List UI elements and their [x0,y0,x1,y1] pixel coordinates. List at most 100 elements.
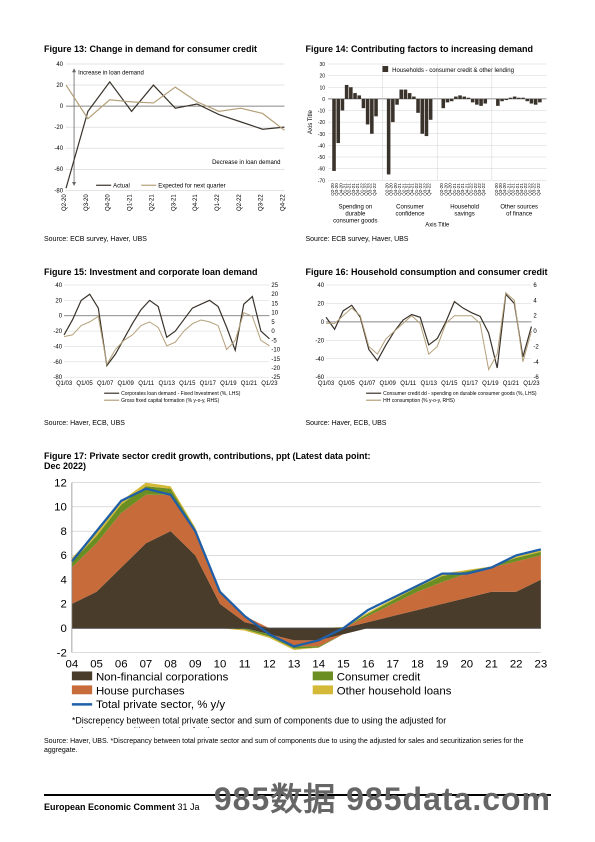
svg-text:6: 6 [533,283,537,289]
svg-text:20: 20 [319,74,325,80]
svg-text:confidence: confidence [395,211,425,217]
figure-17-source: Source: Haver, UBS. *Discrepancy between… [44,737,551,755]
svg-text:Q1/23: Q1/23 [523,382,540,388]
figure-14-source: Source: ECB survey, Haver, UBS [306,236,552,243]
svg-text:15: 15 [271,302,278,308]
watermark: 985数据 985data.com [214,774,551,820]
svg-text:04: 04 [66,658,79,670]
svg-text:Q1/21: Q1/21 [502,382,519,388]
svg-text:Q2-22: Q2-22 [237,194,243,211]
svg-text:of finance: of finance [506,211,533,217]
svg-text:11: 11 [239,658,251,670]
svg-text:Q1/07: Q1/07 [97,382,114,388]
svg-text:-5: -5 [271,339,277,345]
svg-text:Axis Title: Axis Title [425,222,450,228]
svg-text:Q4-22: Q4-22 [426,183,431,196]
svg-text:-70: -70 [317,178,324,184]
svg-text:Q3-20: Q3-20 [84,194,90,211]
svg-text:-2: -2 [57,647,67,659]
svg-text:Households - consumer credit &: Households - consumer credit & other len… [392,68,514,74]
figure-16-chart: -60-40-2002040-6-4-20246Q1/03Q1/05Q1/07Q… [306,281,552,411]
figure-13-title: Figure 13: Change in demand for consumer… [44,44,290,54]
svg-text:sales and securitization serie: sales and securitization series for the … [72,725,263,728]
svg-text:12: 12 [54,477,67,489]
figure-13-source: Source: ECB survey, Haver, UBS [44,236,290,243]
figure-13-chart: -80-60-40-2002040Increase in loan demand… [44,58,290,228]
figure-14-title: Figure 14: Contributing factors to incre… [306,44,552,54]
svg-text:Q1/17: Q1/17 [200,382,217,388]
figure-15: Figure 15: Investment and corporate loan… [44,267,290,426]
svg-text:10: 10 [319,85,325,91]
svg-text:0: 0 [271,329,275,335]
svg-text:0: 0 [533,329,537,335]
svg-text:22: 22 [510,658,523,670]
svg-text:Q1/13: Q1/13 [420,382,437,388]
svg-text:6: 6 [60,550,66,562]
svg-text:Total private sector, % y/y: Total private sector, % y/y [96,699,225,711]
figure-13: Figure 13: Change in demand for consumer… [44,44,290,243]
svg-text:savings: savings [454,211,474,217]
svg-text:Q1/19: Q1/19 [482,382,499,388]
figure-17-chart: -202468101204050607080910111213141516171… [44,475,551,729]
svg-text:Expected for next quarter: Expected for next quarter [158,183,225,189]
svg-text:Corporates loan demand - Fixed: Corporates loan demand - Fixed Investmen… [121,392,241,398]
svg-text:Other household loans: Other household loans [337,685,452,697]
svg-text:-60: -60 [54,167,63,173]
svg-text:-4: -4 [533,360,539,366]
svg-text:Q1/09: Q1/09 [379,382,396,388]
svg-text:Q1/19: Q1/19 [220,382,237,388]
svg-text:Q1/03: Q1/03 [56,382,73,388]
figure-16-title: Figure 16: Household consumption and con… [306,267,552,277]
svg-text:07: 07 [140,658,153,670]
svg-text:Q1/05: Q1/05 [338,382,355,388]
svg-text:25: 25 [271,283,278,289]
svg-text:-60: -60 [317,167,324,173]
svg-text:Non-financial corporations: Non-financial corporations [96,671,229,683]
svg-text:18: 18 [411,658,424,670]
svg-text:2: 2 [60,598,66,610]
svg-text:Q1/15: Q1/15 [441,382,458,388]
svg-text:Q4-22: Q4-22 [481,183,486,196]
svg-text:Q3-21: Q3-21 [171,194,177,211]
svg-text:Consumer credit dd - spending: Consumer credit dd - spending on durable… [383,392,537,398]
svg-text:-10: -10 [317,109,324,115]
svg-text:20: 20 [56,83,63,89]
svg-text:Q1/21: Q1/21 [241,382,258,388]
svg-text:06: 06 [115,658,128,670]
svg-text:19: 19 [436,658,449,670]
figure-16: Figure 16: Household consumption and con… [306,267,552,426]
svg-text:-20: -20 [54,125,63,131]
figure-17-title: Figure 17: Private sector credit growth,… [44,451,384,471]
svg-text:4: 4 [60,574,66,586]
svg-text:Consumer: Consumer [396,204,424,210]
svg-text:Q1/09: Q1/09 [117,382,134,388]
svg-text:30: 30 [319,62,325,68]
svg-text:21: 21 [485,658,498,670]
svg-text:Q4-22: Q4-22 [371,183,376,196]
svg-text:-50: -50 [317,155,324,161]
figure-17: Figure 17: Private sector credit growth,… [44,451,551,756]
svg-text:Q4-20: Q4-20 [106,194,112,211]
svg-text:13: 13 [288,658,301,670]
svg-text:10: 10 [214,658,227,670]
svg-text:Q2-20: Q2-20 [62,194,68,211]
svg-text:-40: -40 [315,357,324,363]
svg-text:*Discrepency between total pri: *Discrepency between total private secto… [72,715,446,725]
svg-text:-20: -20 [271,366,280,372]
svg-text:5: 5 [271,320,275,326]
svg-text:Q1/13: Q1/13 [159,382,176,388]
svg-text:Spending on: Spending on [338,204,372,210]
svg-text:Q1/11: Q1/11 [400,382,417,388]
svg-text:0: 0 [60,623,66,635]
svg-text:Q1/05: Q1/05 [76,382,93,388]
figure-14: Figure 14: Contributing factors to incre… [306,44,552,243]
svg-text:12: 12 [263,658,276,670]
svg-text:-40: -40 [317,143,324,149]
svg-text:Q4-21: Q4-21 [193,194,199,211]
svg-text:Q1/07: Q1/07 [358,382,375,388]
svg-text:14: 14 [312,658,325,670]
svg-text:-80: -80 [54,188,63,194]
svg-text:HH consumption (% y-o-y, RHS): HH consumption (% y-o-y, RHS) [383,399,455,405]
svg-text:-20: -20 [315,339,324,345]
svg-text:20: 20 [460,658,473,670]
